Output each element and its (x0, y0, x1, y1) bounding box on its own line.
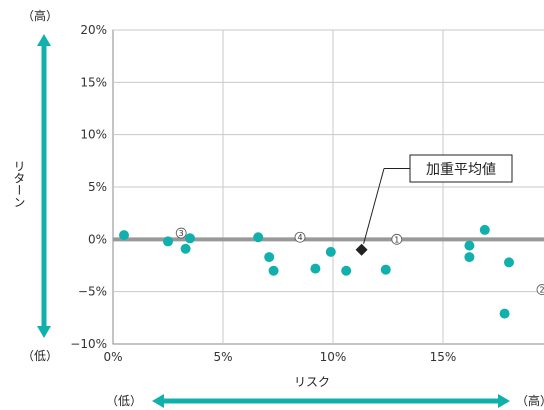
data-point (119, 230, 129, 241)
numbered-marker-ring (294, 231, 306, 243)
y-axis-label: リターン (12, 160, 26, 208)
y-axis-low-label: （低） (22, 349, 58, 363)
data-points (119, 224, 514, 319)
weighted-average-label: 加重平均値 (426, 162, 496, 178)
y-axis-high-label: （高） (22, 8, 58, 23)
data-point (163, 236, 173, 247)
data-point (464, 240, 475, 251)
x-axis-arrow-head-right (498, 394, 510, 408)
data-point (380, 264, 391, 275)
data-point (479, 224, 490, 235)
x-tick-label: 10% (320, 350, 347, 364)
data-point (310, 263, 321, 274)
y-tick-label: −10% (70, 337, 107, 351)
y-tick-label: 20% (80, 23, 107, 37)
data-point (504, 257, 514, 268)
data-point (464, 252, 475, 263)
x-axis-low-label: （低） (106, 394, 142, 408)
numbered-marker-ring (536, 284, 544, 295)
y-tick-label: −5% (78, 285, 107, 299)
x-axis-label: リスク (294, 375, 330, 389)
x-axis-arrow-head-left (152, 394, 164, 408)
data-point (499, 308, 510, 319)
y-axis-arrow-head-down (37, 326, 51, 338)
weighted-average: 加重平均値 (355, 154, 513, 256)
y-tick-label: 10% (80, 128, 107, 142)
numbered-marker-ring (391, 233, 403, 245)
x-tick-label: 5% (213, 350, 232, 364)
y-tick-label: 15% (80, 75, 107, 89)
y-axis-arrow-head-up (37, 34, 51, 46)
tick-labels: −10%−5%0%5%10%15%20%0%5%10%15%2 (70, 23, 457, 364)
data-point (264, 252, 275, 263)
data-point (325, 246, 336, 257)
callout-leader (363, 168, 385, 244)
x-tick-label: 15% (430, 350, 457, 364)
data-point (253, 232, 264, 243)
data-point (180, 243, 191, 254)
numbered-marker-ring (175, 227, 187, 239)
y-axis-arrow-group: （高） （低） リターン (12, 8, 58, 363)
data-point (341, 265, 352, 276)
x-tick-label: 0% (103, 350, 122, 364)
numbered-marker-label: 2 (539, 286, 544, 295)
x-axis-arrow-group: リスク （低） （高） (106, 375, 544, 408)
data-point (185, 233, 195, 244)
numbered-markers: 1 2 3 4 (175, 227, 544, 295)
numbered-marker-label: 1 (394, 235, 399, 244)
y-tick-label: 0% (88, 232, 107, 246)
weighted-average-marker (355, 243, 368, 256)
data-point (268, 265, 279, 276)
y-tick-label: 5% (88, 180, 107, 194)
grid (112, 29, 544, 345)
numbered-marker-label: 3 (179, 229, 184, 238)
x-axis-high-label: （高） (516, 393, 544, 408)
numbered-marker-label: 4 (297, 233, 302, 242)
callout-box (409, 154, 513, 183)
